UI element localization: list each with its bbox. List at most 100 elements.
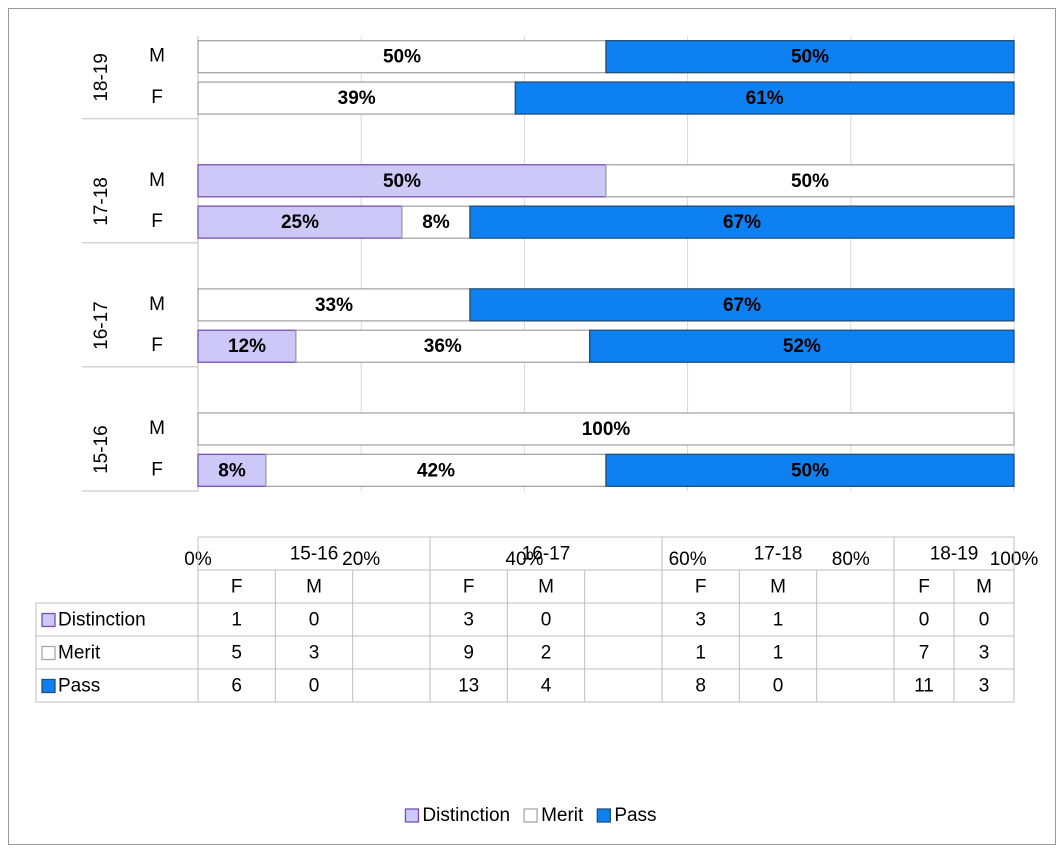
data-label: 25%	[281, 212, 319, 233]
table-legend-key	[41, 612, 56, 628]
table-cell: 1	[773, 610, 784, 631]
table-group-header: 15-16	[290, 544, 339, 565]
data-label: 50%	[791, 47, 829, 68]
table-cell: 8	[695, 676, 706, 697]
data-label: 100%	[582, 419, 631, 440]
table-row-header: Merit	[58, 643, 101, 664]
bar-segment	[469, 288, 1015, 322]
table-column-header: M	[976, 577, 992, 598]
table-cell: 13	[458, 676, 479, 697]
bar-segment	[197, 81, 516, 115]
bar-segment	[197, 288, 471, 322]
x-tick-label: 40%	[505, 549, 543, 570]
data-label: 61%	[746, 88, 784, 109]
table-cell: 11	[914, 676, 934, 697]
table-column-header: M	[538, 577, 554, 598]
table-cell: 1	[773, 643, 784, 664]
data-label: 67%	[723, 295, 761, 316]
x-tick-label: 60%	[669, 549, 707, 570]
table-cell: 0	[773, 676, 784, 697]
table-legend-key	[41, 645, 56, 661]
table-cell: 1	[231, 610, 242, 631]
table-cell: 5	[231, 643, 242, 664]
legend-label: Merit	[541, 805, 584, 826]
table-cell: 3	[463, 610, 474, 631]
y-tick-label: M	[149, 170, 165, 191]
bar-segment	[197, 164, 607, 198]
table-cell: 3	[979, 676, 990, 697]
y-tick-label: F	[151, 335, 163, 356]
bar-segment	[469, 205, 1015, 239]
bar-segment	[265, 453, 607, 487]
data-label: 50%	[791, 171, 829, 192]
table-cell: 3	[695, 610, 706, 631]
data-label: 12%	[228, 336, 266, 357]
table-cell: 0	[979, 610, 990, 631]
bar-segment	[197, 205, 403, 239]
table-column-header: F	[231, 577, 243, 598]
legend-label: Pass	[614, 805, 656, 826]
table-cell: 0	[541, 610, 552, 631]
group-label: 15-16	[91, 425, 112, 474]
bar-segment	[197, 40, 607, 74]
table-group-header: 18-19	[930, 544, 979, 565]
table-column-header: M	[306, 577, 322, 598]
data-label: 39%	[338, 88, 376, 109]
data-label: 36%	[424, 336, 462, 357]
x-tick-label: 80%	[832, 549, 870, 570]
bar-segment	[605, 40, 1015, 74]
data-label: 50%	[383, 47, 421, 68]
data-label: 8%	[422, 212, 450, 233]
table-cell: 0	[309, 676, 320, 697]
data-label: 42%	[417, 460, 455, 481]
y-tick-label: M	[149, 418, 165, 439]
bar-segment	[589, 329, 1015, 363]
x-tick-label: 20%	[342, 549, 380, 570]
table-group-header: 16-17	[522, 544, 571, 565]
y-tick-label: F	[151, 87, 163, 108]
table-column-header: F	[463, 577, 475, 598]
table-column-header: M	[770, 577, 786, 598]
table-cell: 0	[309, 610, 320, 631]
bar-segment	[605, 164, 1015, 198]
table-cell: 6	[231, 676, 242, 697]
table-group-header: 17-18	[754, 544, 803, 565]
y-tick-label: M	[149, 46, 165, 67]
table-column-header: F	[918, 577, 930, 598]
y-tick-label: M	[149, 294, 165, 315]
bar-segment	[197, 453, 267, 487]
bar-segment	[514, 81, 1015, 115]
table-cell: 4	[541, 676, 552, 697]
group-label: 18-19	[91, 53, 112, 102]
table-row-header: Distinction	[58, 610, 146, 631]
data-label: 67%	[723, 212, 761, 233]
legend-key	[523, 808, 538, 823]
table-cell: 1	[695, 643, 706, 664]
data-label: 8%	[218, 460, 246, 481]
legend-label: Distinction	[422, 805, 510, 826]
legend: Distinction Merit Pass	[404, 805, 657, 826]
table-cell: 0	[919, 610, 930, 631]
data-label: 50%	[791, 460, 829, 481]
data-label: 50%	[383, 171, 421, 192]
table-row-header: Pass	[58, 676, 100, 697]
bar-segment	[295, 329, 591, 363]
y-tick-label: F	[151, 459, 163, 480]
legend-key	[596, 808, 611, 823]
data-label: 52%	[783, 336, 821, 357]
table-cell: 9	[463, 643, 474, 664]
group-label: 17-18	[91, 177, 112, 226]
bar-segment	[197, 412, 1015, 446]
table-column-header: F	[695, 577, 707, 598]
bar-segment	[401, 205, 471, 239]
y-tick-label: F	[151, 211, 163, 232]
table-cell: 3	[309, 643, 320, 664]
data-label: 33%	[315, 295, 353, 316]
group-label: 16-17	[91, 301, 112, 350]
bar-segment	[197, 329, 297, 363]
bar-segment	[605, 453, 1015, 487]
table-cell: 2	[541, 643, 552, 664]
legend-key	[404, 808, 420, 823]
table-legend-key	[41, 678, 56, 694]
